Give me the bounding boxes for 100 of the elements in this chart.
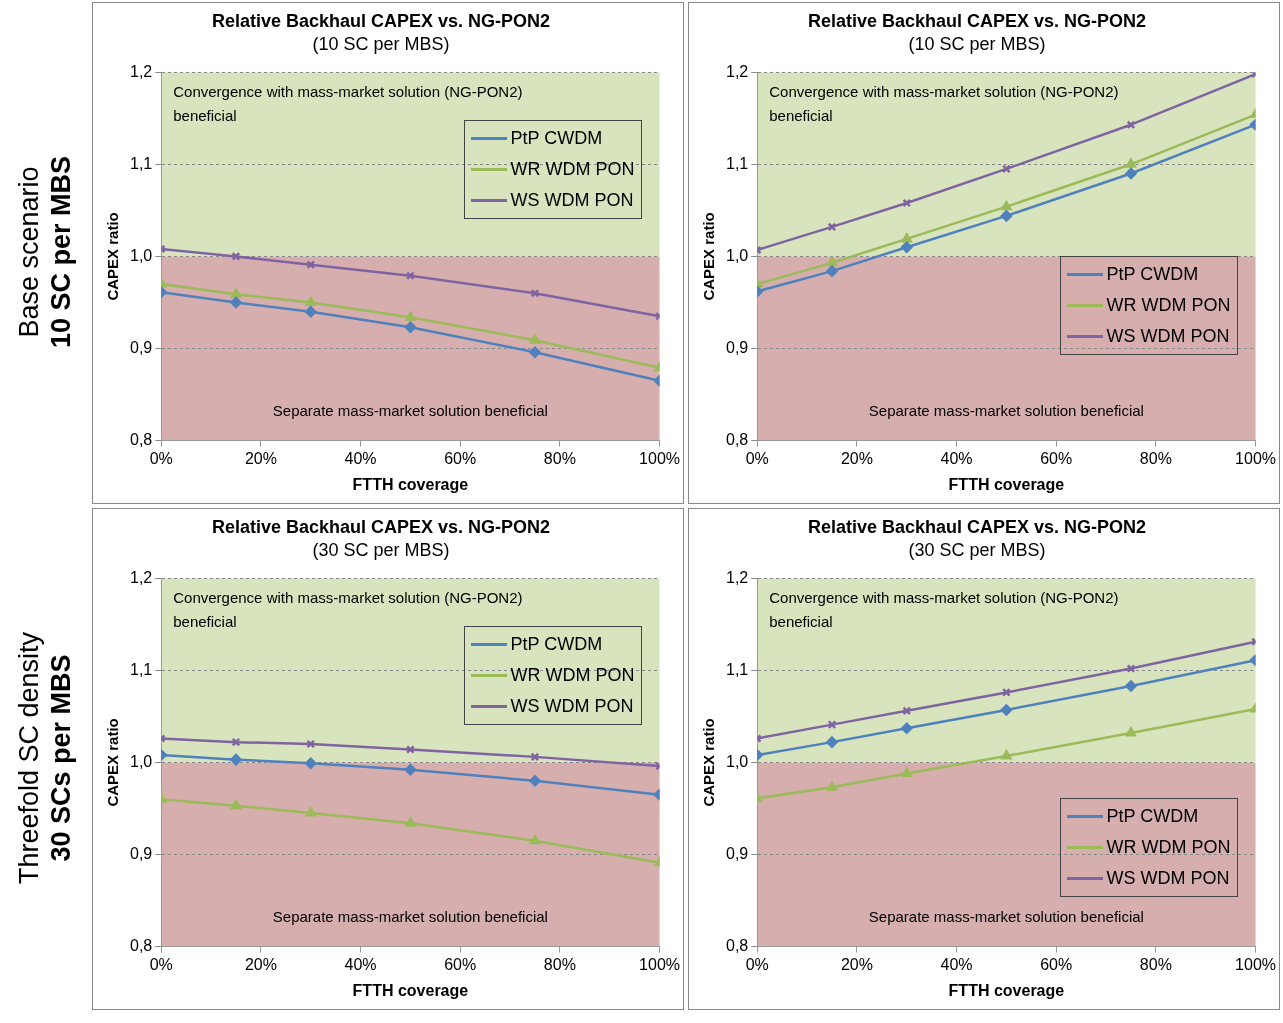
- y-axis-title: CAPEX ratio: [700, 212, 718, 301]
- point: [405, 311, 416, 321]
- x-tick-label: 40%: [344, 955, 377, 973]
- point: [530, 288, 540, 298]
- y-tick-label: 1,1: [129, 154, 153, 172]
- point: [1001, 164, 1011, 174]
- x-axis-title: FTTH coverage: [948, 475, 1065, 493]
- x-axis-title: FTTH coverage: [352, 475, 469, 493]
- y-axis-title: CAPEX ratio: [104, 718, 122, 807]
- band-label: Separate mass-market solution beneficial: [271, 906, 549, 927]
- point: [230, 799, 242, 810]
- point: [1125, 727, 1137, 737]
- point: [1126, 120, 1136, 130]
- x-tick-label: 60%: [1040, 955, 1073, 973]
- text: 30 SCs per MBS: [45, 653, 77, 864]
- x-tick-label: 100%: [639, 449, 680, 467]
- text: Threefold SC density: [13, 631, 45, 885]
- y-axis-title: CAPEX ratio: [104, 212, 122, 301]
- legend-label: PtP CWDM: [510, 128, 603, 150]
- band-label: Convergence with mass-market solution (NG-PON2) beneficial: [769, 588, 1120, 633]
- x-tick-label: 0%: [745, 955, 769, 973]
- x-axis-title: FTTH coverage: [948, 981, 1065, 999]
- x-tick-label: 0%: [149, 449, 173, 467]
- y-tick-label: 1,0: [129, 246, 153, 264]
- point: [230, 288, 242, 298]
- point: [230, 296, 242, 309]
- point: [900, 722, 913, 735]
- x-tick-label: 20%: [840, 955, 873, 973]
- x-tick-label: 40%: [940, 955, 973, 973]
- x-tick-label: 0%: [149, 955, 173, 973]
- point: [405, 817, 416, 827]
- point: [405, 745, 415, 754]
- x-tick-label: 60%: [1040, 449, 1073, 467]
- y-tick-label: 1,2: [725, 62, 749, 80]
- x-tick-label: 80%: [543, 449, 576, 467]
- point: [1001, 687, 1011, 697]
- chart-title: Relative Backhaul CAPEX vs. NG-PON2: [211, 10, 551, 31]
- point: [404, 321, 417, 334]
- x-tick-label: 60%: [444, 449, 477, 467]
- x-tick-label: 80%: [543, 955, 576, 973]
- x-tick-label: 100%: [639, 955, 680, 973]
- text: Base scenario: [13, 165, 45, 340]
- point: [530, 752, 540, 762]
- point: [529, 346, 541, 358]
- point: [304, 305, 317, 318]
- y-tick-label: 0,9: [129, 338, 153, 356]
- point: [529, 775, 541, 787]
- y-tick-label: 1,1: [725, 660, 749, 678]
- band-label: Separate mass-market solution beneficial: [867, 400, 1145, 421]
- point: [306, 739, 316, 749]
- chart-subtitle: (30 SC per MBS): [908, 540, 1046, 561]
- y-tick-label: 1,1: [725, 154, 749, 172]
- legend-label: WR WDM PON: [1106, 836, 1231, 858]
- point: [529, 834, 541, 845]
- point: [305, 296, 316, 306]
- point: [405, 271, 415, 281]
- y-tick-label: 0,8: [129, 937, 153, 955]
- text: 10 SC per MBS: [45, 155, 77, 349]
- point: [529, 334, 541, 344]
- band-label: Convergence with mass-market solution (NG-PON2) beneficial: [769, 82, 1120, 127]
- y-tick-label: 1,2: [129, 568, 153, 586]
- point: [305, 807, 316, 817]
- point: [826, 257, 838, 267]
- y-tick-label: 1,0: [725, 246, 749, 264]
- x-tick-label: 20%: [244, 955, 277, 973]
- y-axis-title: CAPEX ratio: [700, 718, 718, 807]
- legend-label: WS WDM PON: [1106, 867, 1230, 889]
- point: [231, 737, 241, 747]
- x-tick-label: 0%: [745, 449, 769, 467]
- legend-label: WR WDM PON: [510, 665, 635, 687]
- point: [1001, 200, 1012, 211]
- legend-label: WS WDM PON: [510, 696, 634, 718]
- y-tick-label: 1,0: [725, 752, 749, 770]
- point: [404, 764, 417, 776]
- y-tick-label: 0,8: [725, 431, 749, 449]
- y-tick-label: 0,9: [725, 338, 749, 356]
- x-tick-label: 20%: [840, 449, 873, 467]
- point: [304, 757, 317, 770]
- y-tick-label: 0,9: [129, 844, 153, 862]
- y-tick-label: 0,8: [725, 937, 749, 955]
- point: [1126, 664, 1136, 673]
- y-tick-label: 1,1: [129, 660, 153, 678]
- point: [900, 241, 913, 253]
- point: [1001, 750, 1012, 760]
- point: [902, 198, 912, 208]
- point: [230, 753, 242, 766]
- point: [826, 781, 838, 791]
- y-tick-label: 1,2: [725, 568, 749, 586]
- point: [902, 706, 912, 716]
- y-tick-label: 0,8: [129, 431, 153, 449]
- point: [1125, 167, 1137, 180]
- point: [826, 736, 838, 748]
- x-tick-label: 100%: [1235, 449, 1276, 467]
- chart-title: Relative Backhaul CAPEX vs. NG-PON2: [211, 516, 551, 537]
- point: [1125, 680, 1137, 692]
- x-tick-label: 80%: [1139, 955, 1172, 973]
- x-tick-label: 60%: [444, 955, 477, 973]
- y-tick-label: 1,2: [129, 62, 153, 80]
- y-tick-label: 1,0: [129, 752, 153, 770]
- x-tick-label: 40%: [344, 449, 377, 467]
